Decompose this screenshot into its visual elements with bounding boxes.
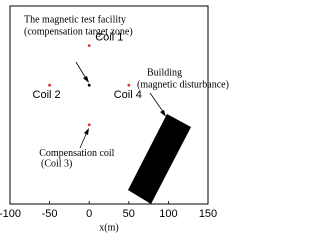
point-label: Coil 4 (114, 89, 142, 101)
point (87, 123, 91, 127)
point-label: Coil 1 (95, 32, 123, 44)
arrow (79, 131, 88, 149)
annotation: The magnetic test facility (24, 14, 126, 25)
annotation: (magnetic disturbance) (137, 79, 229, 90)
plot-frame (9, 5, 209, 205)
arrow-head (83, 76, 89, 83)
point (87, 83, 91, 87)
x-axis-label: x(m) (99, 222, 118, 233)
point (87, 44, 91, 47)
x-tick-label: -50 (42, 208, 58, 220)
building (128, 114, 191, 204)
annotation: (compensation target zone) (24, 26, 133, 37)
x-tick-label: 50 (123, 208, 135, 220)
arrow (149, 92, 165, 114)
point (48, 83, 51, 87)
x-tick-label: -100 (0, 208, 21, 220)
point-label: Compensation coil (39, 148, 114, 159)
arrow-head (84, 128, 89, 135)
annotation: (Coil 3) (41, 158, 72, 169)
x-tick-label: 150 (199, 208, 217, 220)
x-tick-label: 0 (86, 208, 92, 220)
x-tick-label: 100 (159, 208, 177, 220)
annotation: Building (147, 67, 182, 78)
point (127, 83, 131, 87)
arrow-head (160, 110, 166, 117)
point-label: Coil 2 (33, 89, 61, 101)
chart: The magnetic test facility (compensation… (0, 5, 229, 233)
